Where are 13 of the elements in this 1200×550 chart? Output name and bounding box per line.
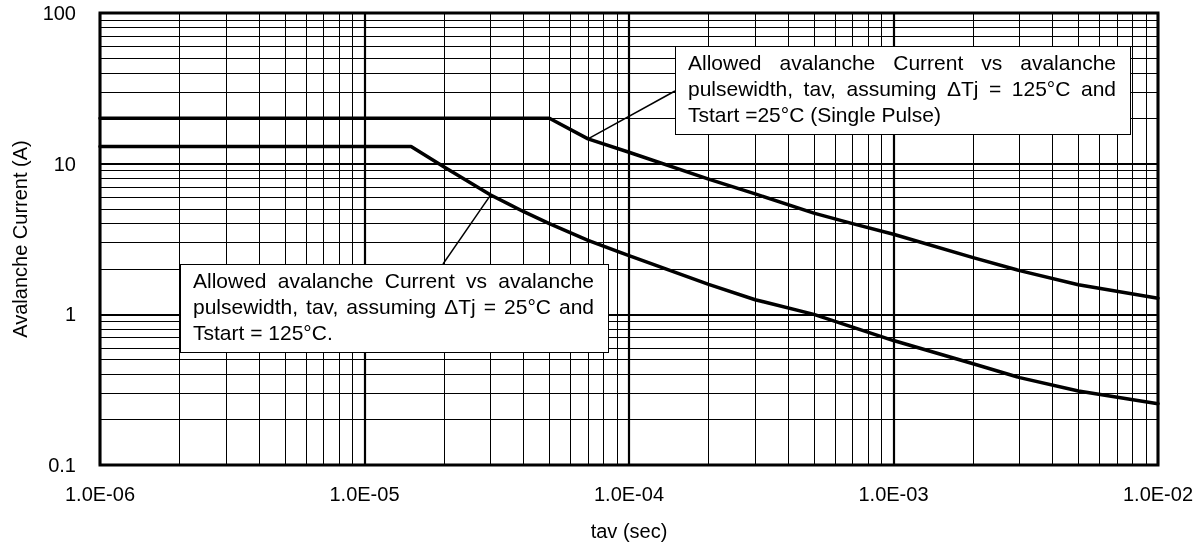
annotation: Allowed avalanche Current vs avalanche pulsewidth, tav, assuming ΔTj = 25°C and Tstart = 125°C.	[180, 264, 609, 353]
x-axis-title: tav (sec)	[590, 520, 668, 542]
y-tick-label: 0.1	[48, 454, 76, 476]
x-tick-label: 1.0E-05	[329, 483, 400, 505]
y-tick-label: 10	[53, 152, 76, 175]
x-tick-label: 1.0E-04	[593, 483, 665, 505]
annotation: Allowed avalanche Current vs avalanche pulsewidth, tav, assuming ΔTj = 125°C and Tstart =25°C (Single Pulse)	[675, 46, 1131, 135]
y-axis-title: Avalanche Current (A)	[9, 140, 31, 338]
y-tick-label: 1	[64, 303, 76, 326]
x-tick-label: 1.0E-02	[1122, 483, 1194, 505]
y-tick-label: 100	[42, 2, 76, 24]
x-tick-label: 1.0E-06	[64, 483, 136, 505]
x-tick-label: 1.0E-03	[858, 483, 929, 505]
